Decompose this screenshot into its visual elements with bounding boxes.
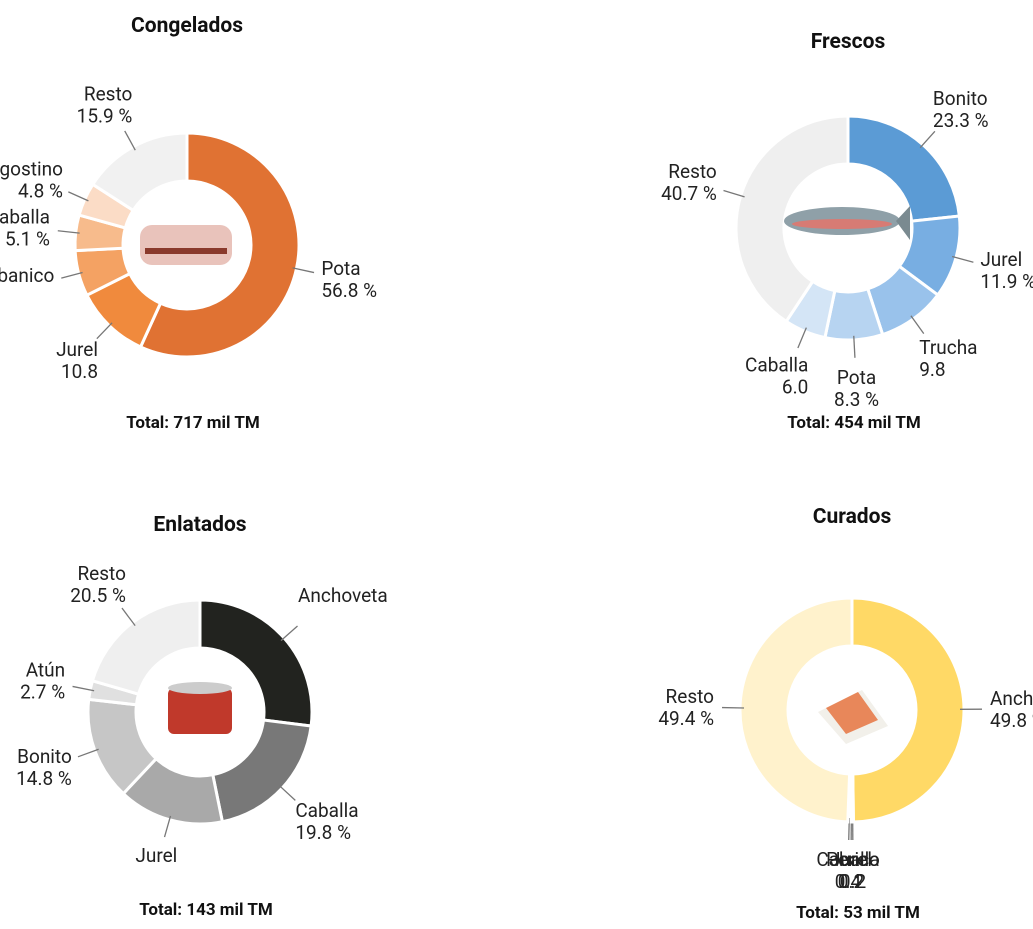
slice-name: Jurel [980, 248, 1022, 271]
slice-label: Caballa5.1 % [0, 205, 50, 250]
slice-value: 11.9 % [980, 270, 1033, 293]
chart-title: Congelados [131, 14, 243, 38]
slice-value: 9.8 [919, 358, 945, 381]
slice-name: Resto [668, 160, 716, 183]
leader-line [281, 626, 298, 641]
leader-line [122, 608, 135, 626]
slice-label: Anchoveta49.8 % [990, 687, 1033, 732]
slice-value: 20.5 % [70, 584, 126, 607]
icon-fish [784, 206, 910, 240]
slice-name: Anchoveta [298, 584, 388, 607]
slice-name: Pota [321, 257, 360, 280]
slice-label: C. de Abanico [0, 264, 54, 287]
chart-title: Curados [813, 505, 892, 529]
slice-name: Jurel [135, 844, 177, 867]
slice-value: 8.3 % [834, 388, 879, 411]
slice-value: 14.8 % [16, 767, 72, 790]
slice-name: Resto [666, 685, 714, 708]
slice-value: 49.8 % [990, 709, 1033, 732]
slice-value: 2.7 % [20, 681, 65, 704]
donut-slice [92, 600, 200, 694]
slice-name: C. de Abanico [0, 264, 54, 287]
slice-label: Jurel [135, 844, 177, 867]
slice-value: 56.8 % [321, 279, 377, 302]
slice-name: Bonito [933, 87, 988, 110]
slice-name: Atún [26, 659, 65, 682]
leader-line [920, 131, 935, 147]
slice-value: 5.1 % [5, 227, 50, 250]
icon-cured [818, 690, 888, 744]
leader-line [97, 323, 112, 339]
slice-name: Caballa [745, 354, 808, 377]
slice-label: Anchoveta [298, 584, 388, 607]
slice-value: 19.8 % [295, 821, 351, 844]
slice-value: 4.8 % [18, 180, 63, 203]
slice-name: Caballa [0, 205, 50, 228]
leader-line [279, 785, 295, 800]
chart-total: Total: 143 mil TM [139, 900, 272, 920]
slice-label: Caballa0.4 [816, 848, 879, 893]
chart-total: Total: 53 mil TM [796, 903, 920, 923]
chart-title: Enlatados [153, 513, 246, 537]
slice-value: 0.4 [835, 870, 862, 893]
slice-value: 10.8 [61, 360, 98, 383]
slice-name: Jurel [56, 338, 98, 361]
slice-name: Pota [837, 366, 876, 389]
slice-value: 40.7 % [661, 182, 717, 205]
slice-name: Resto [84, 83, 132, 106]
chart-title: Frescos [811, 30, 886, 54]
chart-total: Total: 454 mil TM [787, 413, 920, 433]
slice-name: Trucha [919, 336, 977, 359]
slice-name: Langostino [0, 158, 63, 181]
slice-name: Anchoveta [990, 687, 1033, 710]
icon-frozen [140, 225, 232, 265]
slice-label: Langostino4.8 % [0, 158, 63, 203]
slice-name: Resto [77, 562, 125, 585]
slice-value: 6.0 [782, 376, 808, 399]
chart-total: Total: 717 mil TM [126, 413, 259, 433]
icon-can [168, 682, 232, 734]
slice-value: 49.4 % [658, 707, 714, 730]
slice-name: Caballa [295, 799, 358, 822]
slice-name: Caballa [816, 848, 879, 871]
slice-value: 23.3 % [933, 109, 989, 132]
slice-value: 15.9 % [77, 105, 133, 128]
leader-line [911, 316, 924, 334]
dashboard: Anchoveta49.8 %Perico0.2Jurel0.2Caballa0… [0, 0, 1033, 929]
slice-name: Bonito [17, 745, 72, 768]
